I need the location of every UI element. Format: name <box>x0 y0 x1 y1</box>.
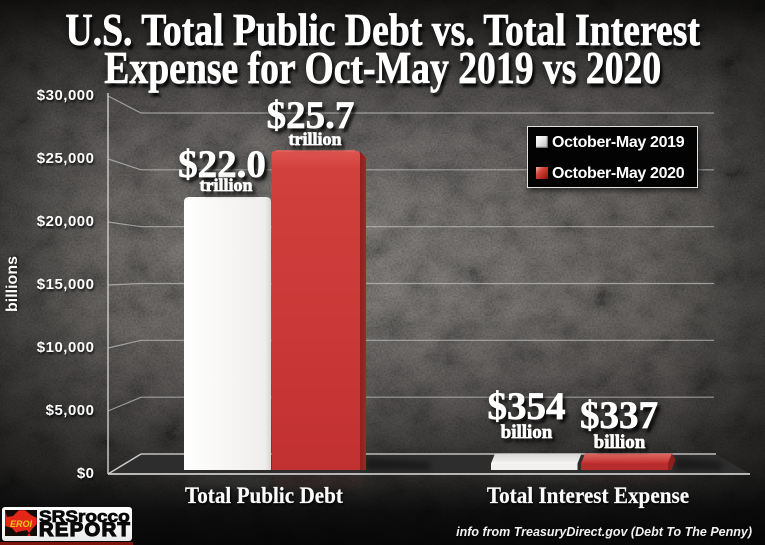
svg-text:EROI: EROI <box>10 519 33 529</box>
